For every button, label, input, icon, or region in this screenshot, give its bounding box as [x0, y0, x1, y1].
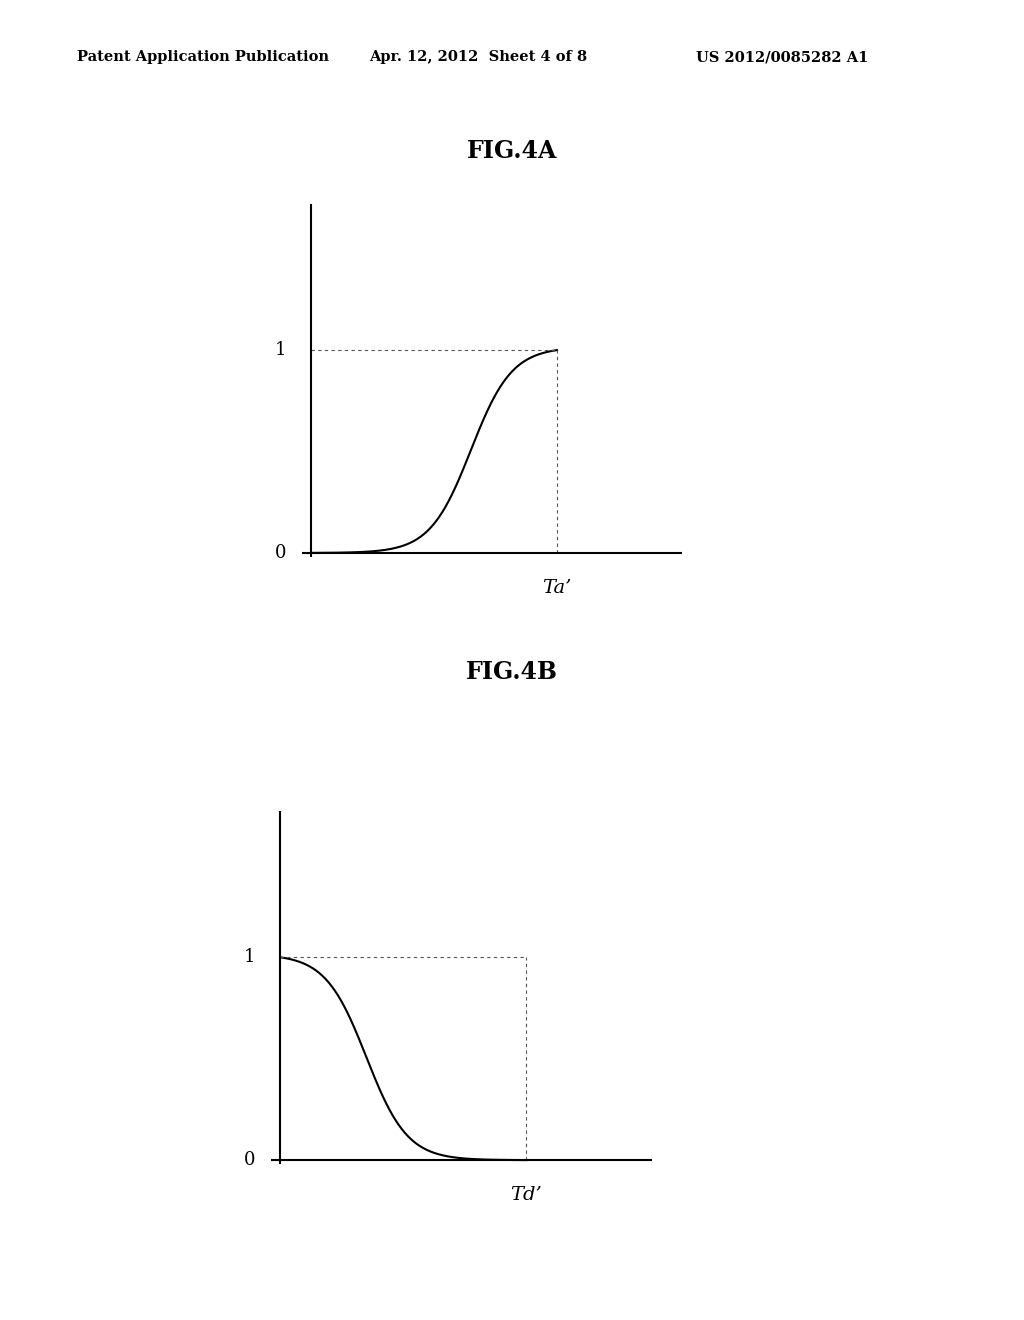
Text: 1: 1	[244, 948, 256, 966]
Text: 0: 0	[244, 1151, 256, 1170]
Text: FIG.4A: FIG.4A	[467, 139, 557, 162]
Text: Ta’: Ta’	[543, 579, 571, 597]
Text: Td’: Td’	[510, 1187, 542, 1204]
Text: US 2012/0085282 A1: US 2012/0085282 A1	[696, 50, 868, 65]
Text: Apr. 12, 2012  Sheet 4 of 8: Apr. 12, 2012 Sheet 4 of 8	[369, 50, 587, 65]
Text: Patent Application Publication: Patent Application Publication	[77, 50, 329, 65]
Text: FIG.4B: FIG.4B	[466, 660, 558, 684]
Text: 1: 1	[274, 341, 287, 359]
Text: 0: 0	[274, 544, 287, 562]
